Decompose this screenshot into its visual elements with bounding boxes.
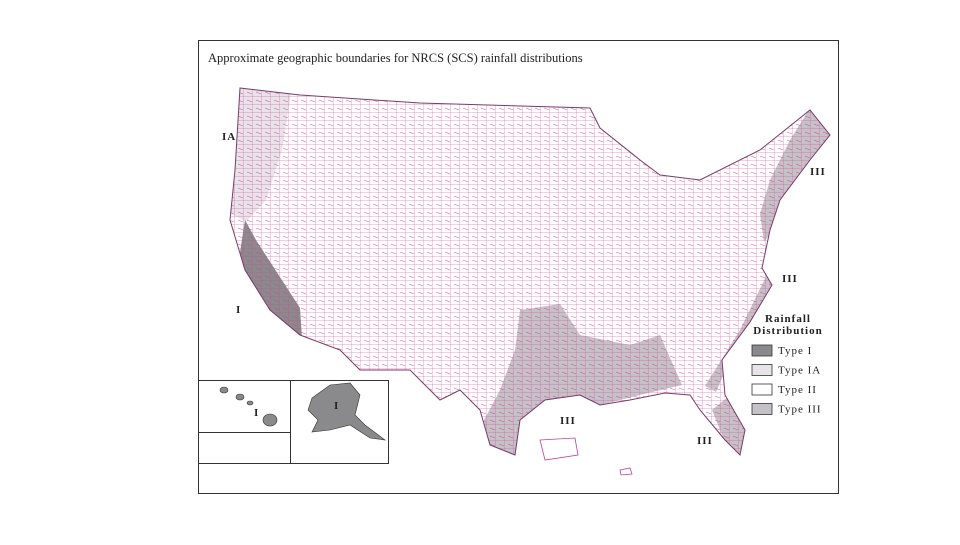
region-label: I xyxy=(254,407,259,419)
legend-title: Rainfall xyxy=(765,313,811,325)
legend-label: Type II xyxy=(778,384,817,396)
region-label: I xyxy=(334,400,339,412)
legend-swatch xyxy=(751,364,773,376)
inset-frames xyxy=(198,380,389,464)
region-label: III xyxy=(810,166,826,178)
region-label: I xyxy=(236,304,241,316)
legend-swatch xyxy=(751,344,773,357)
legend: Rainfall Distribution Type I Type IA Type … xyxy=(751,313,822,416)
legend-swatch xyxy=(751,383,773,396)
region-labels: IA I III III III III I I xyxy=(222,131,826,447)
legend-label: Type III xyxy=(778,404,822,416)
map-title: Approximate geographic boundaries for NR… xyxy=(208,51,583,65)
region-label: III xyxy=(782,273,798,285)
legend-swatch xyxy=(751,403,773,415)
region-label: III xyxy=(560,415,576,427)
region-label: IA xyxy=(222,131,236,143)
region-label: III xyxy=(697,435,713,447)
legend-title: Distribution xyxy=(753,325,822,337)
legend-label: Type I xyxy=(778,345,812,357)
legend-label: Type IA xyxy=(778,365,821,377)
